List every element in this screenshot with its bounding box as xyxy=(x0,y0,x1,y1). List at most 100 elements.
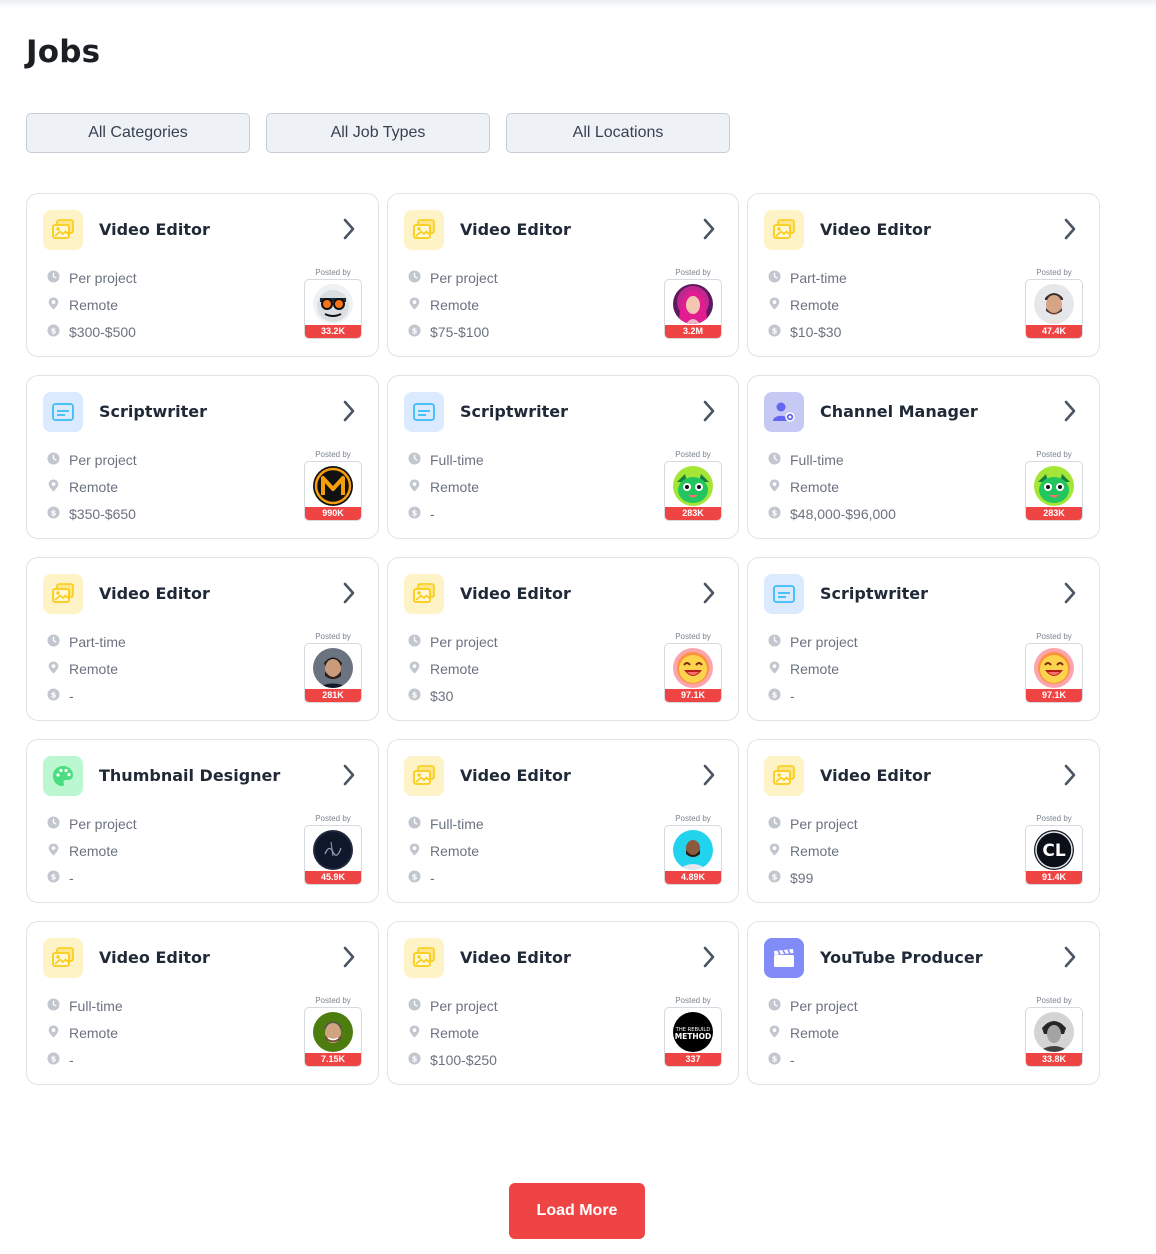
job-type: Full-time xyxy=(69,998,123,1014)
cartoon-glasses-avatar xyxy=(313,284,353,324)
job-type: Per project xyxy=(430,634,498,650)
chevron-right-icon[interactable] xyxy=(1063,218,1077,240)
job-type-row: Per project xyxy=(408,270,498,286)
subscriber-count: 45.9K xyxy=(305,871,361,884)
job-location: Remote xyxy=(430,297,480,313)
location-pin-icon xyxy=(408,479,421,495)
poster-badge[interactable]: Posted by 7.15K xyxy=(304,996,362,1067)
poster-badge[interactable]: Posted by 45.9K xyxy=(304,814,362,885)
job-card[interactable]: Scriptwriter Per project Remote $ $350-$650 P… xyxy=(26,375,379,539)
chevron-right-icon[interactable] xyxy=(1063,400,1077,422)
job-title: Video Editor xyxy=(820,766,931,785)
clock-icon xyxy=(47,634,60,650)
poster-badge[interactable]: Posted by 3.2M xyxy=(664,268,722,339)
load-more-button[interactable]: Load More xyxy=(509,1183,645,1239)
job-card[interactable]: Video Editor Full-time Remote $ - Posted by 4.… xyxy=(387,739,739,903)
chevron-right-icon[interactable] xyxy=(1063,946,1077,968)
job-card[interactable]: Video Editor Per project Remote $ $100-$250 P… xyxy=(387,921,739,1085)
location-pin-icon xyxy=(408,1025,421,1041)
poster-box: 990K xyxy=(304,461,362,521)
smiling-man-avatar xyxy=(313,1012,353,1052)
poster-badge[interactable]: Posted by 97.1K xyxy=(664,632,722,703)
job-pay-row: $ $99 xyxy=(768,870,813,886)
poster-badge[interactable]: Posted by THE REBUILD METHOD 337 xyxy=(664,996,722,1067)
job-card[interactable]: Video Editor Part-time Remote $ $10-$30 Poste… xyxy=(747,193,1100,357)
dollar-icon: $ xyxy=(408,324,421,340)
rebuild-line-1: THE REBUILD xyxy=(675,1027,711,1033)
poster-box: 281K xyxy=(304,643,362,703)
chevron-right-icon[interactable] xyxy=(702,400,716,422)
chevron-right-icon[interactable] xyxy=(1063,764,1077,786)
chevron-right-icon[interactable] xyxy=(342,400,356,422)
chevron-right-icon[interactable] xyxy=(702,582,716,604)
job-card[interactable]: Video Editor Per project Remote $ $30 Posted … xyxy=(387,557,739,721)
posted-by-label: Posted by xyxy=(1036,268,1072,277)
job-card[interactable]: Video Editor Per project Remote $ $75-$100 Po… xyxy=(387,193,739,357)
location-pin-icon xyxy=(768,1025,781,1041)
chevron-right-icon[interactable] xyxy=(342,764,356,786)
job-location-row: Remote xyxy=(408,297,479,313)
job-location: Remote xyxy=(790,843,840,859)
job-type: Per project xyxy=(430,998,498,1014)
scriptwriter-icon xyxy=(404,392,444,432)
posted-by-label: Posted by xyxy=(1036,632,1072,641)
job-type-row: Part-time xyxy=(768,270,847,286)
green-mascot-avatar xyxy=(673,466,713,506)
thumbnail-designer-icon xyxy=(43,756,83,796)
subscriber-count: 7.15K xyxy=(305,1053,361,1066)
poster-badge[interactable]: Posted by 283K xyxy=(664,450,722,521)
job-card[interactable]: Channel Manager Full-time Remote $ $48,000-$… xyxy=(747,375,1100,539)
job-type: Full-time xyxy=(430,816,484,832)
posted-by-label: Posted by xyxy=(315,632,351,641)
chevron-right-icon[interactable] xyxy=(702,218,716,240)
job-location: Remote xyxy=(430,843,480,859)
job-card[interactable]: Video Editor Per project Remote $ $300-$500 P… xyxy=(26,193,379,357)
job-type: Per project xyxy=(69,816,137,832)
job-type-row: Per project xyxy=(408,998,498,1014)
poster-badge[interactable]: Posted by 990K xyxy=(304,450,362,521)
poster-badge[interactable]: Posted by 47.4K xyxy=(1025,268,1083,339)
job-location: Remote xyxy=(790,479,840,495)
job-card[interactable]: Thumbnail Designer Per project Remote $ - Pos… xyxy=(26,739,379,903)
video-editor-icon xyxy=(404,574,444,614)
posted-by-label: Posted by xyxy=(1036,814,1072,823)
chevron-right-icon[interactable] xyxy=(342,218,356,240)
svg-text:$: $ xyxy=(772,326,778,336)
chevron-right-icon[interactable] xyxy=(702,946,716,968)
poster-badge[interactable]: Posted by 283K xyxy=(1025,450,1083,521)
job-type-filter-dropdown[interactable]: All Job Types xyxy=(266,113,490,153)
chevron-right-icon[interactable] xyxy=(342,582,356,604)
subscriber-count: 3.2M xyxy=(665,325,721,338)
job-type: Part-time xyxy=(790,270,847,286)
job-location-row: Remote xyxy=(408,1025,479,1041)
poster-badge[interactable]: Posted by CL 91.4K xyxy=(1025,814,1083,885)
chevron-right-icon[interactable] xyxy=(1063,582,1077,604)
job-location: Remote xyxy=(69,479,119,495)
category-filter-dropdown[interactable]: All Categories xyxy=(26,113,250,153)
job-title: Thumbnail Designer xyxy=(99,766,281,785)
poster-badge[interactable]: Posted by 281K xyxy=(304,632,362,703)
job-card[interactable]: Video Editor Full-time Remote $ - Posted by 7.… xyxy=(26,921,379,1085)
job-pay: $100-$250 xyxy=(430,1052,497,1068)
video-editor-icon xyxy=(43,574,83,614)
job-card[interactable]: Video Editor Per project Remote $ $99 Posted … xyxy=(747,739,1100,903)
location-filter-dropdown[interactable]: All Locations xyxy=(506,113,730,153)
job-card[interactable]: Scriptwriter Per project Remote $ - Posted by… xyxy=(747,557,1100,721)
job-location-row: Remote xyxy=(47,1025,118,1041)
job-card[interactable]: YouTube Producer Per project Remote $ - Poste… xyxy=(747,921,1100,1085)
job-grid: Video Editor Per project Remote $ $300-$500 P… xyxy=(26,193,1100,1085)
poster-badge[interactable]: Posted by 33.2K xyxy=(304,268,362,339)
job-card[interactable]: Scriptwriter Full-time Remote $ - Posted by 28… xyxy=(387,375,739,539)
man-portrait-avatar xyxy=(1034,284,1074,324)
chevron-right-icon[interactable] xyxy=(342,946,356,968)
poster-badge[interactable]: Posted by 97.1K xyxy=(1025,632,1083,703)
clock-icon xyxy=(408,270,421,286)
job-pay: $300-$500 xyxy=(69,324,136,340)
clock-icon xyxy=(47,270,60,286)
poster-badge[interactable]: Posted by 4.89K xyxy=(664,814,722,885)
poster-badge[interactable]: Posted by 33.8K xyxy=(1025,996,1083,1067)
job-type-row: Per project xyxy=(408,634,498,650)
chevron-right-icon[interactable] xyxy=(702,764,716,786)
job-card[interactable]: Video Editor Part-time Remote $ - Posted by 28… xyxy=(26,557,379,721)
job-location-row: Remote xyxy=(47,661,118,677)
